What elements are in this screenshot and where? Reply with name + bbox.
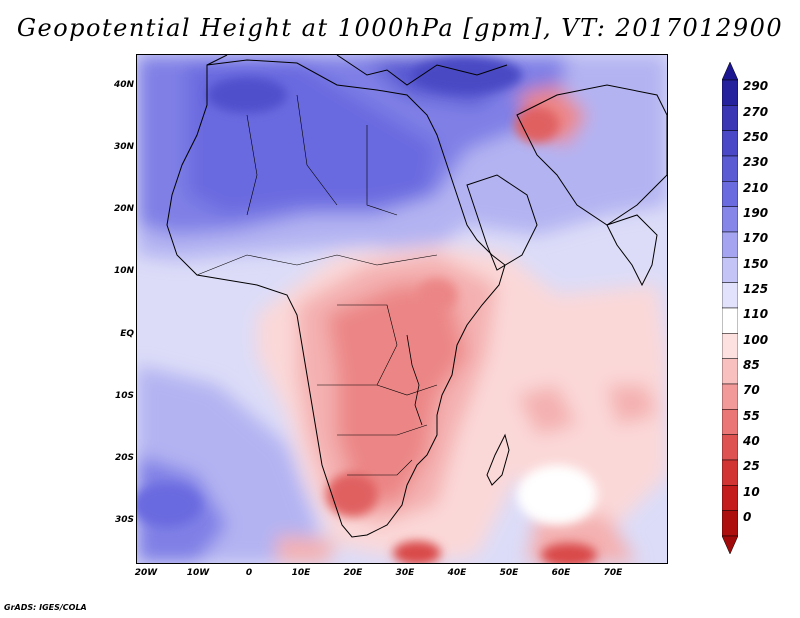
colorbar-swatch	[722, 155, 738, 182]
colorbar-swatch	[722, 282, 738, 309]
colorbar-swatch	[722, 434, 738, 461]
colorbar	[722, 62, 738, 554]
colorbar-label: 0	[743, 510, 752, 524]
colorbar-swatch	[722, 409, 738, 435]
lon-label-50e: 50E	[499, 568, 519, 578]
lat-label-30n: 30N	[113, 142, 134, 152]
colorbar-label: 270	[743, 104, 769, 119]
geopotential-field	[137, 55, 667, 563]
colorbar-top-arrow	[722, 62, 738, 81]
colorbar-swatch	[722, 333, 738, 359]
colorbar-label: 125	[743, 282, 769, 296]
lon-label-20e: 20E	[343, 568, 363, 578]
colorbar-label: 70	[743, 383, 760, 398]
colorbar-label: 25	[743, 459, 760, 474]
colorbar-label: 110	[743, 307, 769, 322]
lon-label-0: 0	[245, 568, 253, 578]
colorbar-label: 170	[743, 231, 769, 246]
lon-label-10e: 10E	[291, 568, 311, 578]
colorbar-swatch	[722, 257, 738, 283]
lat-label-40n: 40N	[113, 80, 134, 90]
colorbar-swatch	[722, 307, 738, 334]
colorbar-swatch	[722, 181, 738, 207]
coastlines	[166, 55, 667, 538]
colorbar-swatch	[722, 79, 738, 106]
map-plot-area	[136, 54, 668, 564]
colorbar-swatch	[722, 206, 738, 233]
colorbar-label: 290	[743, 79, 769, 94]
colorbar-swatch	[722, 383, 738, 410]
lon-label-70e: 70E	[603, 568, 623, 578]
lat-label-20s: 20S	[114, 453, 134, 463]
colorbar-label: 210	[743, 180, 769, 195]
map-title: Geopotential Height at 1000hPa [gpm], VT…	[16, 14, 784, 42]
lat-label-10s: 10S	[114, 391, 134, 401]
colorbar-label: 10	[743, 484, 760, 499]
colorbar-label: 250	[743, 130, 769, 144]
colorbar-bottom-arrow	[722, 535, 738, 554]
lat-label-20n: 20N	[113, 204, 134, 214]
lon-label-30e: 30E	[395, 568, 415, 578]
colorbar-swatch	[722, 510, 738, 537]
colorbar-swatch	[722, 459, 738, 486]
colorbar-label: 100	[743, 332, 769, 347]
colorbar-swatch	[722, 485, 738, 511]
colorbar-swatch	[722, 358, 738, 385]
lon-label-60e: 60E	[551, 568, 571, 578]
colorbar-swatch	[722, 231, 738, 258]
colorbar-label: 40	[743, 434, 760, 448]
lat-label-10n: 10N	[113, 266, 134, 276]
colorbar-label: 230	[743, 155, 769, 170]
colorbar-label: 150	[743, 256, 769, 271]
colorbar-label: 85	[743, 358, 760, 372]
colorbar-swatch	[722, 130, 738, 157]
colorbar-swatch	[722, 105, 738, 131]
lon-label-10w: 10W	[186, 568, 210, 578]
lat-label-eq: EQ	[120, 329, 134, 339]
colorbar-label: 55	[743, 408, 760, 423]
colorbar-label: 190	[743, 206, 769, 220]
lon-label-40e: 40E	[447, 568, 467, 578]
credit-text: GrADS: IGES/COLA	[4, 603, 87, 612]
lon-label-20w: 20W	[134, 568, 158, 578]
lat-label-30s: 30S	[114, 515, 134, 525]
